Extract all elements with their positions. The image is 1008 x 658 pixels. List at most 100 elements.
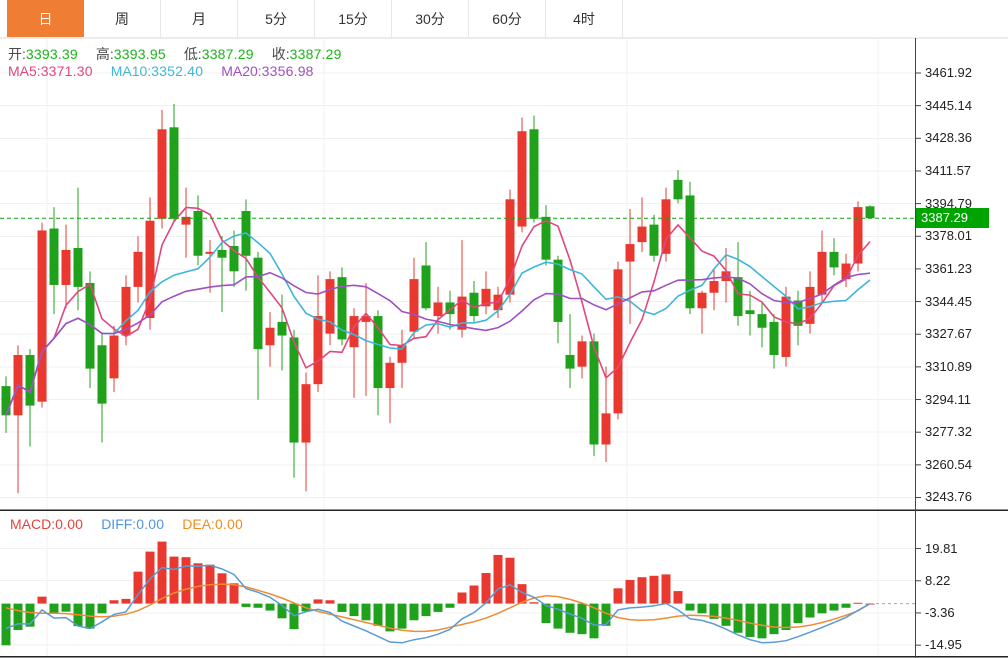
macd-hist-bar <box>373 603 383 626</box>
macd-hist-bar <box>109 600 119 604</box>
legend-macd-label: MACD: <box>10 516 56 532</box>
macd-hist-bar <box>505 557 515 604</box>
macd-hist-bar <box>529 602 539 604</box>
legend-ma-label: MA5: <box>8 63 41 79</box>
macd-hist-bar <box>625 579 635 604</box>
candle-body <box>625 244 635 262</box>
candle-body <box>565 354 575 369</box>
tab-period-2[interactable]: 月 <box>161 0 238 37</box>
macd-hist-bar <box>157 541 167 604</box>
legend-ohlc-item: 开:3393.39 <box>8 46 78 62</box>
legend-ohlc-label: 开: <box>8 46 26 62</box>
legend-ma-value: 3371.30 <box>40 63 93 79</box>
macd-hist-bar <box>781 603 791 631</box>
legend-ma-label: MA10: <box>110 63 152 79</box>
candle-body <box>517 131 527 227</box>
candle-body <box>1 386 11 416</box>
period-tabbar: 日周月 5分 15分 30分 60分 4时 <box>0 0 1008 38</box>
price-tick-label: 3277.32 <box>925 424 972 440</box>
candle-body <box>289 337 299 443</box>
macd-hist-bar <box>829 603 839 611</box>
tab-period-1[interactable]: 周 <box>84 0 161 37</box>
macd-hist-bar <box>613 588 623 604</box>
candle-body <box>541 216 551 260</box>
candle-body <box>553 259 563 322</box>
candle-body <box>373 316 383 389</box>
macd-hist-bar <box>13 603 23 631</box>
macd-hist-bar <box>565 603 575 633</box>
macd-hist-bar <box>817 603 827 614</box>
candle-body <box>841 263 851 280</box>
tab-period-4[interactable]: 15分 <box>315 0 392 37</box>
price-tick-label: 3294.11 <box>925 391 972 407</box>
candle-body <box>73 247 83 287</box>
candle-body <box>577 341 587 367</box>
candle-body <box>85 282 95 369</box>
tab-period-6[interactable]: 60分 <box>469 0 546 37</box>
macd-hist-bar <box>229 583 239 604</box>
candle-body <box>145 220 155 319</box>
candle-body <box>865 206 875 219</box>
candle-body <box>301 384 311 443</box>
candle-body <box>109 335 119 379</box>
ma-legend: MA5:3371.30 MA10:3352.40 MA20:3356.98 <box>8 63 332 79</box>
macd-hist-bar <box>745 603 755 637</box>
candle-body <box>49 228 59 285</box>
candle-body <box>121 286 131 336</box>
macd-hist-bar <box>709 603 719 619</box>
macd-hist-bar <box>145 551 155 604</box>
candle-body <box>457 296 467 330</box>
price-tick-label: 3260.54 <box>925 456 972 472</box>
macd-hist-bar <box>121 598 131 604</box>
candle-body <box>97 345 107 404</box>
dea-line <box>5 583 871 633</box>
macd-hist-bar <box>733 603 743 633</box>
candle-body <box>505 199 515 295</box>
legend-ohlc-item: 低:3387.29 <box>184 46 254 62</box>
price-tick-label: -14.95 <box>925 637 962 653</box>
macd-hist-bar <box>757 603 767 639</box>
tab-period-3[interactable]: 5分 <box>238 0 315 37</box>
macd-hist-bar <box>445 603 455 608</box>
macd-hist-bar <box>25 603 35 627</box>
macd-hist-bar <box>193 563 203 604</box>
macd-hist-bar <box>133 571 143 604</box>
macd-hist-bar <box>589 603 599 639</box>
candle-body <box>793 300 803 326</box>
macd-hist-bar <box>673 591 683 604</box>
tab-period-7[interactable]: 4时 <box>546 0 623 37</box>
macd-hist-bar <box>853 602 863 604</box>
tab-period-0[interactable]: 日 <box>7 0 84 37</box>
macd-hist-bar <box>661 574 671 604</box>
legend-ma-label: MA20: <box>221 63 262 79</box>
candle-body <box>181 216 191 225</box>
candle-body <box>829 251 839 268</box>
macd-hist-bar <box>409 603 419 621</box>
legend-ma-item: MA5:3371.30 <box>8 63 93 79</box>
candle-body <box>709 281 719 293</box>
tab-period-5[interactable]: 30分 <box>392 0 469 37</box>
candle-body <box>409 279 419 332</box>
macd-hist-bar <box>313 599 323 604</box>
legend-macd-label: DIFF: <box>101 516 137 532</box>
candle-body <box>313 316 323 385</box>
price-tick-label: 3378.01 <box>925 228 972 244</box>
candle-body <box>25 354 35 406</box>
macd-hist-bar <box>169 556 179 604</box>
macd-hist-bar <box>37 596 47 604</box>
macd-hist-bar <box>805 603 815 618</box>
legend-ma-item: MA20:3356.98 <box>221 63 313 79</box>
macd-hist-bar <box>793 603 803 624</box>
macd-hist-bar <box>97 603 107 614</box>
candle-body <box>781 296 791 357</box>
candle-body <box>481 288 491 307</box>
candle-body <box>433 302 443 317</box>
candle-body <box>529 129 539 219</box>
candle-body <box>637 226 647 243</box>
legend-ohlc-value: 3393.39 <box>25 46 78 62</box>
candle-body <box>673 179 683 200</box>
candle-body <box>817 251 827 295</box>
macd-hist-bar <box>1 603 11 646</box>
ma10-line <box>5 232 871 416</box>
